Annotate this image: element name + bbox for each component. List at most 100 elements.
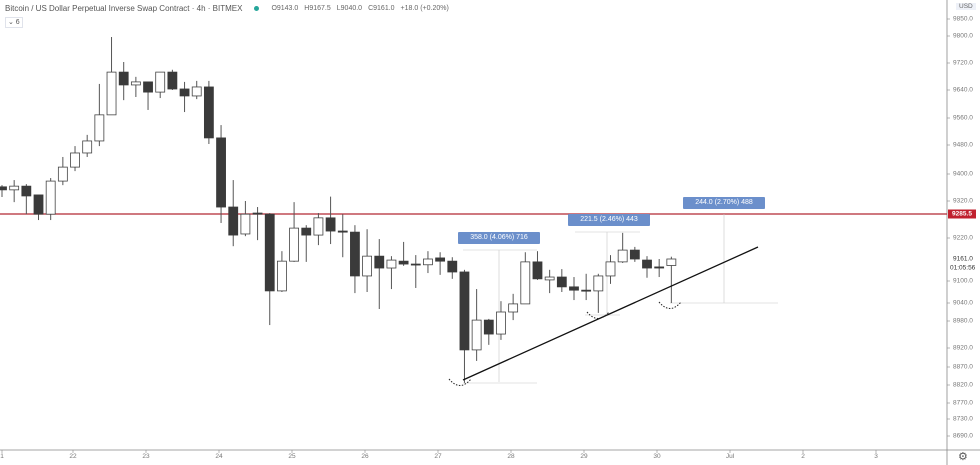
measure-label-2[interactable]: 221.5 (2.46%) 443 (568, 214, 650, 226)
candle-body (325, 217, 336, 232)
candle-body (520, 261, 531, 305)
price-axis-label: 9640.0 (953, 86, 973, 94)
candle-body (155, 71, 166, 93)
candle-body (435, 257, 446, 262)
price-axis-label: 9850.0 (953, 15, 973, 23)
time-axis-label: 27 (434, 453, 442, 460)
candle-body (57, 166, 68, 182)
candle-body (459, 271, 470, 351)
candle-body (386, 259, 397, 269)
measure-label-1[interactable]: 358.0 (4.06%) 716 (458, 232, 540, 244)
ohlc-change: +18.0 (+0.20%) (400, 5, 449, 12)
candle-body (666, 258, 677, 266)
price-axis-label: 9320.0 (953, 197, 973, 205)
price-axis-label: 9480.0 (953, 141, 973, 149)
price-axis-label: 9800.0 (953, 32, 973, 40)
price-axis-label: 8690.0 (953, 432, 973, 440)
candle-body (82, 140, 93, 154)
candle-body (569, 286, 579, 291)
candle-body (252, 212, 263, 215)
candle-body (277, 260, 287, 292)
ohlc-high: H9167.5 (304, 5, 331, 12)
candle-body (289, 227, 299, 262)
candle-body (179, 88, 190, 97)
price-axis-label: 9720.0 (953, 59, 973, 67)
candle-body (33, 194, 44, 215)
measure-label-3[interactable]: 244.0 (2.70%) 488 (683, 197, 765, 209)
candle-body (410, 263, 421, 266)
time-axis-label: 3 (874, 453, 878, 460)
settings-gear-icon[interactable]: ⚙ (958, 451, 968, 463)
price-axis-label: 9040.0 (953, 299, 973, 307)
candle-body (447, 260, 458, 273)
candle-body (617, 249, 628, 263)
time-axis-label: 28 (507, 453, 515, 460)
candle-body (496, 311, 506, 335)
bar-countdown: 01:05:56 (950, 264, 976, 272)
candle-body (9, 185, 20, 191)
time-axis-label: 24 (215, 453, 223, 460)
candle-body (471, 319, 482, 351)
candle-body (398, 260, 409, 265)
candle-body (374, 255, 385, 269)
price-axis-label: 8730.0 (953, 415, 973, 423)
current-price-label: 9161.0 (953, 255, 973, 263)
candle-body (423, 258, 433, 266)
indicators-toggle[interactable]: ⌄ 6 (5, 17, 23, 28)
candle-body (483, 319, 494, 335)
candle-body (654, 266, 665, 269)
price-axis-label: 8820.0 (953, 381, 973, 389)
symbol-title: Bitcoin / US Dollar Perpetual Inverse Sw… (5, 4, 243, 13)
chart-legend: Bitcoin / US Dollar Perpetual Inverse Sw… (5, 4, 449, 13)
candle-body (203, 86, 214, 139)
candle-body (143, 81, 153, 93)
time-axis-label: 23 (142, 453, 150, 460)
candle-body (106, 71, 117, 116)
candle-body (532, 261, 543, 280)
price-axis-label: 8770.0 (953, 399, 973, 407)
candle-body (642, 259, 652, 269)
candle-body (581, 289, 592, 292)
candle-body (313, 217, 324, 236)
time-axis-label: 1 (0, 453, 4, 460)
candle-body (45, 180, 56, 215)
ohlc-open: O9143.0 (271, 5, 299, 12)
candle-body (167, 71, 178, 90)
candle-body (130, 81, 141, 86)
candle-body (337, 230, 348, 233)
swing-low-arc (586, 311, 610, 319)
candle-body (118, 71, 129, 86)
time-axis-label: 26 (361, 453, 369, 460)
hline-price-badge: 9285.5 (948, 209, 976, 219)
time-axis-label: 29 (580, 453, 588, 460)
candle-body (301, 227, 312, 236)
candle-body (593, 275, 604, 292)
candle-body (629, 249, 640, 260)
price-axis-label: 8920.0 (953, 344, 973, 352)
price-axis-label: 9220.0 (953, 234, 973, 242)
price-axis-label: 8980.0 (953, 317, 973, 325)
time-axis-label: 30 (653, 453, 661, 460)
time-axis-label: 22 (69, 453, 77, 460)
candle-body (350, 231, 360, 277)
candle-body (544, 276, 555, 281)
candle-body (605, 261, 616, 277)
currency-label[interactable]: USD (956, 3, 976, 10)
price-axis-label: 9400.0 (953, 170, 973, 178)
price-axis-label: 9560.0 (953, 114, 973, 122)
ascending-trend-line (462, 246, 759, 381)
candle-body (191, 86, 202, 97)
candle-body (264, 213, 275, 292)
candle-body (21, 185, 32, 197)
candle-body (240, 213, 251, 235)
time-axis-label: 2 (801, 453, 805, 460)
swing-low-arc (448, 378, 472, 386)
candle-body (556, 276, 567, 288)
time-axis-label: 25 (288, 453, 296, 460)
candle-body (94, 114, 105, 142)
swing-low-arc (658, 301, 682, 309)
price-axis-label: 8870.0 (953, 363, 973, 371)
candle-body (228, 206, 239, 236)
